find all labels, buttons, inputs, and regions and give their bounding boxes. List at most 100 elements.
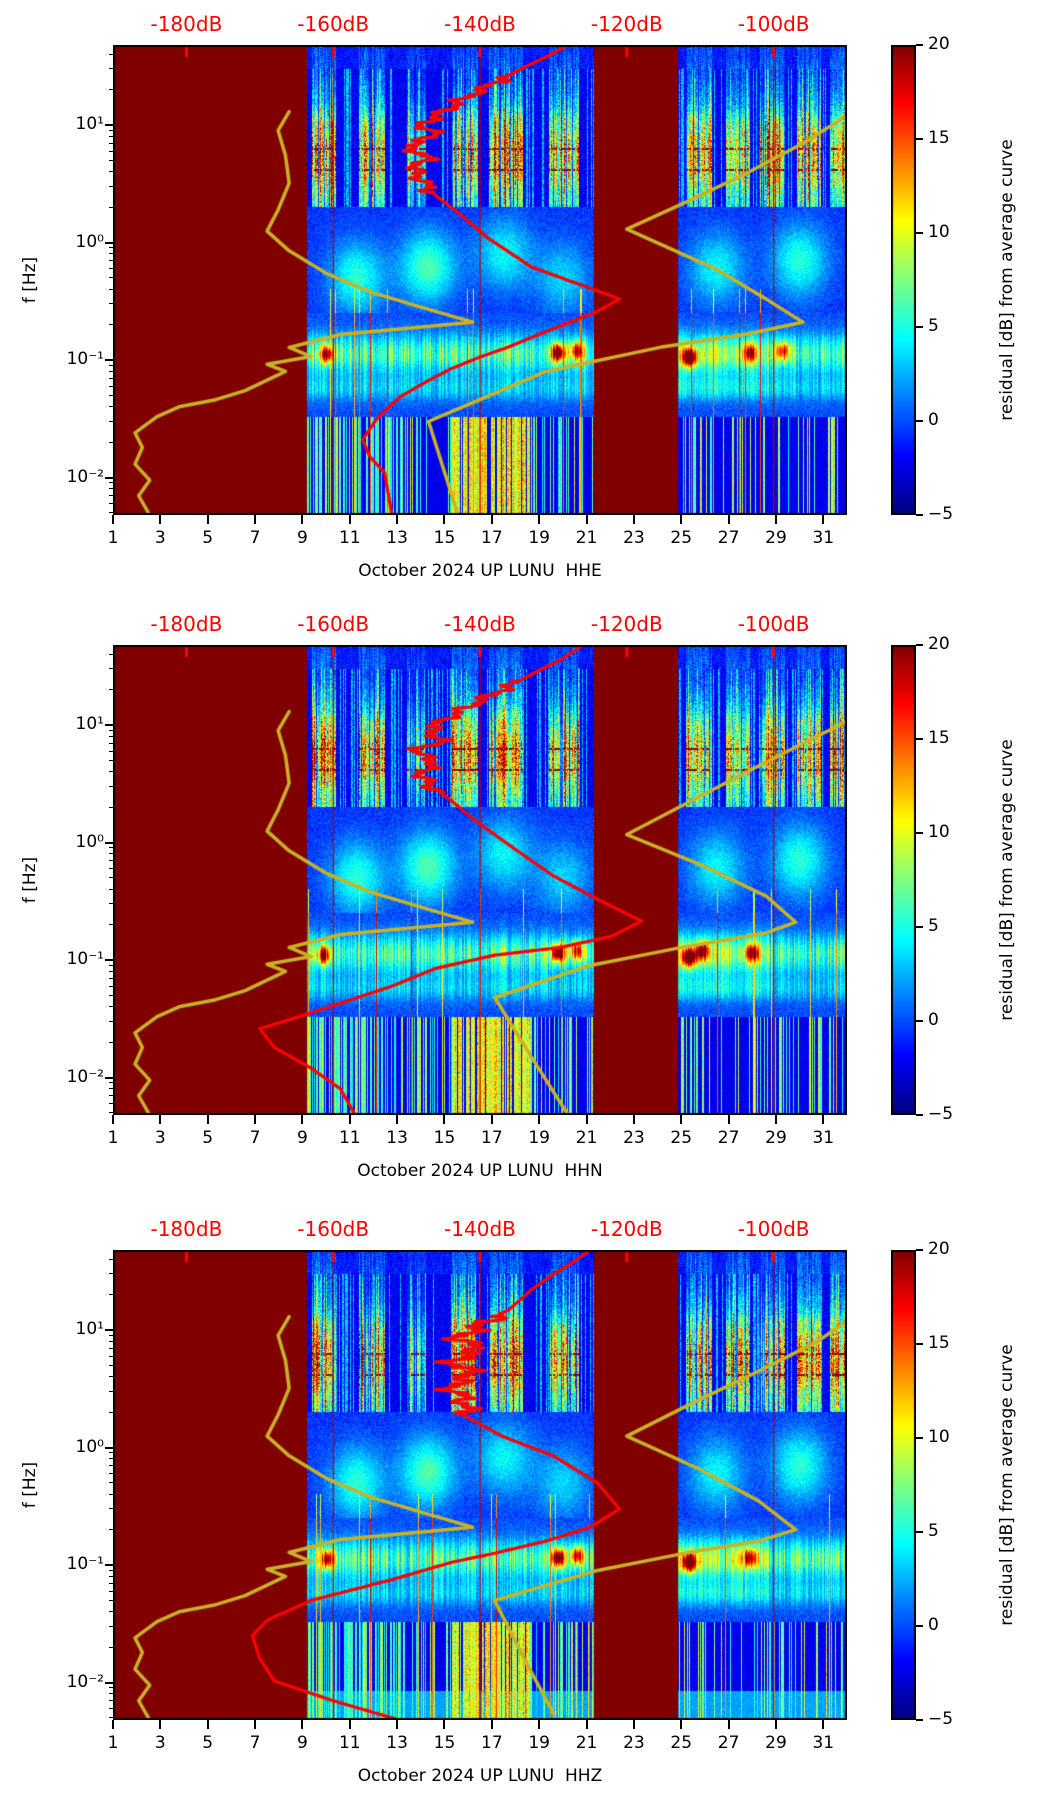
x-tick xyxy=(538,1115,541,1124)
colorbar-tick xyxy=(916,138,923,140)
y-minor-tick xyxy=(109,1508,113,1510)
y-minor-tick xyxy=(109,89,113,91)
y-minor-tick xyxy=(109,888,113,890)
x-tick-label: 11 xyxy=(338,1128,361,1148)
spectrogram-image-hhn xyxy=(113,645,847,1115)
y-minor-tick xyxy=(109,288,113,290)
top-db-label: -160dB xyxy=(297,1217,370,1241)
y-minor-tick xyxy=(109,1041,113,1043)
x-tick-label: 23 xyxy=(623,528,645,548)
y-minor-tick xyxy=(109,171,113,173)
y-minor-tick xyxy=(109,512,113,514)
y-minor-tick xyxy=(109,1569,113,1571)
colorbar-tick-label: 10 xyxy=(928,1427,950,1447)
y-minor-tick xyxy=(109,495,113,497)
y-minor-tick xyxy=(109,1376,113,1378)
y-minor-tick xyxy=(109,1112,113,1114)
colorbar-tick-label: 5 xyxy=(928,1521,939,1541)
x-tick xyxy=(396,515,399,524)
x-tick-label: 3 xyxy=(154,528,166,548)
y-minor-tick xyxy=(109,482,113,484)
y-minor-tick xyxy=(109,653,113,655)
x-tick-label: 27 xyxy=(717,1128,740,1148)
y-minor-tick xyxy=(109,159,113,161)
x-tick-label: 7 xyxy=(249,528,261,548)
x-tick-label: 31 xyxy=(812,1733,835,1753)
top-db-label: -180dB xyxy=(150,12,223,36)
y-minor-tick xyxy=(109,750,113,752)
y-minor-tick xyxy=(109,1482,113,1484)
x-tick xyxy=(159,1720,162,1729)
y-minor-tick xyxy=(109,53,113,55)
top-db-label: -140dB xyxy=(444,12,516,36)
y-tick xyxy=(105,1446,113,1449)
y-minor-tick xyxy=(109,785,113,787)
x-tick xyxy=(585,1720,588,1729)
x-tick xyxy=(443,1720,446,1729)
x-tick-label: 1 xyxy=(107,528,119,548)
y-tick-label: 10¹ xyxy=(75,714,104,735)
colorbar-tick xyxy=(916,1719,923,1721)
y-minor-tick xyxy=(109,759,113,761)
y-minor-tick xyxy=(109,729,113,731)
x-tick-label: 5 xyxy=(202,528,214,548)
x-tick xyxy=(632,515,635,524)
colorbar xyxy=(891,1250,916,1720)
y-minor-tick xyxy=(109,1529,113,1531)
y-minor-tick xyxy=(109,1082,113,1084)
y-minor-tick xyxy=(109,385,113,387)
panel-title: October 2024 UP LUNU HHZ xyxy=(357,1766,603,1786)
x-tick xyxy=(822,515,825,524)
y-axis-label: f [Hz] xyxy=(20,856,40,904)
x-tick-label: 29 xyxy=(765,528,787,548)
y-minor-tick xyxy=(109,1625,113,1627)
y-minor-tick xyxy=(109,1364,113,1366)
y-minor-tick xyxy=(109,488,113,490)
y-minor-tick xyxy=(109,1458,113,1460)
y-tick xyxy=(105,241,113,244)
x-tick-label: 15 xyxy=(433,528,456,548)
colorbar-tick-label: 15 xyxy=(928,728,950,748)
x-tick xyxy=(159,515,162,524)
x-tick xyxy=(206,1115,209,1124)
x-tick xyxy=(443,515,446,524)
y-minor-tick xyxy=(109,1020,113,1022)
y-minor-tick xyxy=(109,1599,113,1601)
top-db-label: -160dB xyxy=(297,12,370,36)
y-minor-tick xyxy=(109,1717,113,1719)
x-tick-label: 25 xyxy=(670,1733,693,1753)
y-minor-tick xyxy=(109,129,113,131)
x-tick-label: 27 xyxy=(717,528,740,548)
y-tick-label: 10⁻² xyxy=(66,1066,104,1087)
y-minor-tick xyxy=(109,364,113,366)
x-tick xyxy=(254,1115,257,1124)
colorbar-tick-label: 5 xyxy=(928,916,939,936)
y-minor-tick xyxy=(109,1452,113,1454)
y-minor-tick xyxy=(109,135,113,137)
x-tick xyxy=(727,1115,730,1124)
x-tick-label: 9 xyxy=(296,1128,308,1148)
colorbar-tick xyxy=(916,926,923,928)
x-tick-label: 1 xyxy=(107,1128,119,1148)
y-minor-tick xyxy=(109,185,113,187)
colorbar-tick-label: 10 xyxy=(928,822,950,842)
y-minor-tick xyxy=(109,268,113,270)
y-tick-label: 10⁻² xyxy=(66,1671,104,1692)
x-tick xyxy=(301,515,304,524)
colorbar-tick-label: −5 xyxy=(928,1709,954,1729)
x-tick xyxy=(822,1115,825,1124)
y-axis-label: f [Hz] xyxy=(20,256,40,304)
x-tick xyxy=(490,1115,493,1124)
x-tick xyxy=(727,1720,730,1729)
colorbar-tick xyxy=(916,232,923,234)
x-tick xyxy=(774,1720,777,1729)
y-minor-tick xyxy=(109,903,113,905)
y-minor-tick xyxy=(109,868,113,870)
top-db-label: -100dB xyxy=(737,12,810,36)
y-minor-tick xyxy=(109,277,113,279)
x-tick-label: 15 xyxy=(433,1128,456,1148)
x-tick xyxy=(632,1115,635,1124)
x-tick xyxy=(112,1720,114,1729)
colorbar xyxy=(891,45,916,515)
y-minor-tick xyxy=(109,1700,113,1702)
